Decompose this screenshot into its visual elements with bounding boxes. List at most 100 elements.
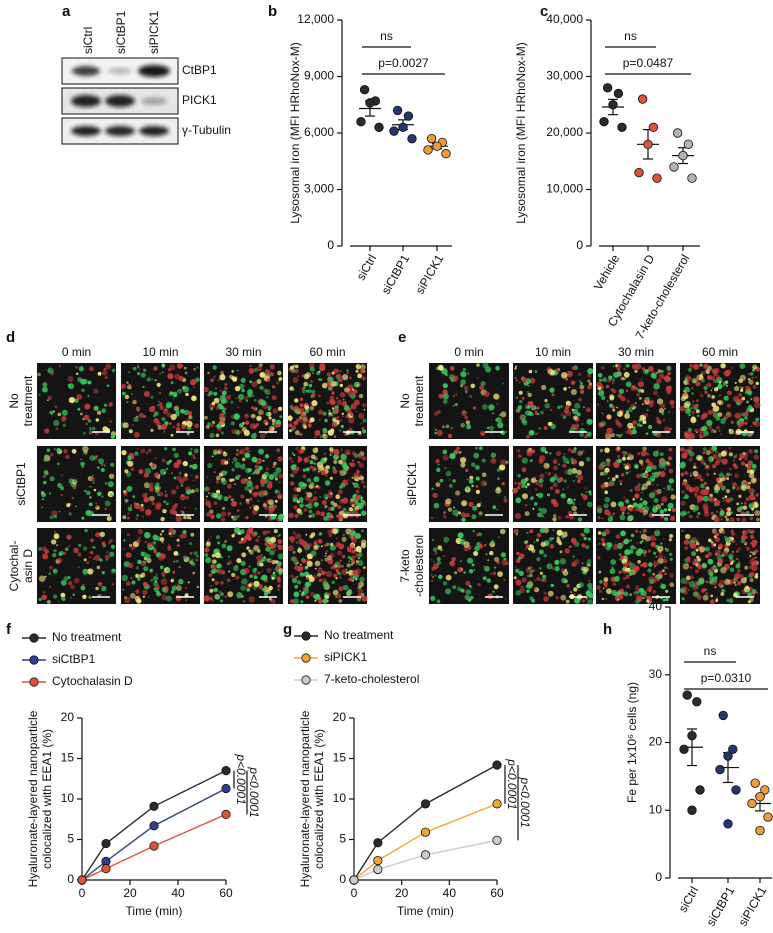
micrograph-speck bbox=[340, 419, 343, 422]
micrograph-speck bbox=[260, 400, 267, 406]
micrograph-speck bbox=[570, 537, 577, 544]
lane-label: siCtBP1 bbox=[114, 10, 128, 54]
micrograph-speck bbox=[587, 384, 592, 390]
micrograph-speck bbox=[181, 364, 184, 367]
micrograph-speck bbox=[83, 558, 87, 562]
micrograph-speck bbox=[73, 486, 76, 490]
micrograph-speck bbox=[341, 415, 344, 418]
micrograph-speck bbox=[292, 550, 296, 554]
micrograph-speck bbox=[631, 429, 637, 435]
micrograph-speck bbox=[718, 381, 722, 384]
micrograph-speck bbox=[437, 410, 441, 414]
micrograph-speck bbox=[71, 496, 74, 499]
micrograph-speck bbox=[278, 424, 281, 427]
micrograph-speck bbox=[526, 574, 530, 578]
micrograph-speck bbox=[738, 494, 742, 498]
micrograph-speck bbox=[253, 575, 258, 579]
micrograph-speck bbox=[439, 478, 444, 483]
x-tick-label: 60 bbox=[490, 886, 504, 900]
micrograph-speck bbox=[628, 407, 634, 412]
y-tick-label: 12,000 bbox=[297, 12, 334, 26]
micrograph-speck bbox=[299, 503, 304, 509]
micrograph-speck bbox=[274, 477, 279, 481]
micrograph-speck bbox=[134, 595, 141, 602]
micrograph-speck bbox=[311, 400, 318, 407]
micrograph-speck bbox=[292, 598, 299, 605]
micrograph-speck bbox=[89, 366, 94, 372]
micrograph-speck bbox=[610, 501, 617, 508]
micrograph-speck bbox=[725, 384, 729, 387]
micrograph-speck bbox=[347, 468, 350, 471]
micrograph-speck bbox=[74, 398, 79, 403]
y-tick-label: 30,000 bbox=[546, 69, 583, 83]
micrograph-speck bbox=[713, 429, 717, 433]
micrograph-speck bbox=[355, 562, 359, 566]
micrograph-speck bbox=[534, 476, 537, 479]
micrograph-speck bbox=[63, 448, 68, 454]
micrograph-speck bbox=[144, 540, 147, 544]
micrograph-speck bbox=[715, 510, 719, 513]
micrograph-speck bbox=[432, 539, 434, 541]
micrograph-speck bbox=[570, 591, 573, 593]
micrograph-speck bbox=[467, 557, 474, 564]
micrograph-speck bbox=[430, 573, 433, 576]
micrograph-speck bbox=[740, 534, 747, 541]
micrograph-speck bbox=[361, 456, 366, 461]
micrograph-speck bbox=[150, 395, 154, 399]
micrograph-speck bbox=[70, 596, 72, 599]
micrograph-speck bbox=[572, 555, 575, 558]
micrograph-speck bbox=[500, 459, 507, 466]
dot bbox=[672, 128, 683, 138]
dot bbox=[356, 116, 366, 127]
micrograph-speck bbox=[719, 586, 722, 589]
micrograph-speck bbox=[624, 465, 629, 470]
micrograph-speck bbox=[471, 484, 474, 488]
micrograph-speck bbox=[452, 395, 455, 398]
dot bbox=[608, 100, 618, 110]
micrograph-speck bbox=[295, 533, 302, 540]
micrograph-speck bbox=[584, 487, 587, 489]
micrograph-speck bbox=[568, 545, 572, 549]
micrograph-speck bbox=[46, 448, 51, 452]
micrograph-speck bbox=[473, 569, 476, 571]
micrograph-speck bbox=[77, 407, 81, 411]
micrograph-speck bbox=[726, 511, 732, 517]
micrograph-speck bbox=[80, 412, 83, 416]
micrograph-speck bbox=[96, 565, 101, 570]
micrograph-speck bbox=[272, 385, 276, 389]
micrograph-speck bbox=[159, 405, 164, 411]
micrograph-speck bbox=[691, 387, 694, 390]
micrograph-speck bbox=[625, 410, 630, 414]
micrograph-speck bbox=[217, 541, 221, 545]
micrograph-speck bbox=[81, 516, 85, 520]
micrograph-speck bbox=[165, 568, 171, 573]
micrograph-speck bbox=[182, 475, 189, 482]
micrograph-speck bbox=[251, 381, 258, 388]
micrograph-speck bbox=[241, 457, 246, 462]
micrograph-speck bbox=[611, 566, 614, 569]
micrograph-speck bbox=[250, 552, 254, 555]
micrograph-speck bbox=[213, 450, 218, 456]
micrograph-speck bbox=[293, 463, 297, 468]
micrograph-speck bbox=[687, 367, 693, 372]
micrograph-speck bbox=[472, 529, 476, 533]
micrograph-speck bbox=[436, 560, 441, 565]
micrograph-speck bbox=[223, 496, 229, 502]
micrograph-speck bbox=[547, 368, 554, 375]
micrograph-speck bbox=[718, 400, 724, 406]
micrograph-speck bbox=[320, 545, 323, 548]
micrograph-speck bbox=[740, 539, 746, 544]
series-point bbox=[149, 801, 159, 811]
micrograph-speck bbox=[707, 558, 714, 565]
micrograph-speck bbox=[258, 458, 263, 462]
micrograph-speck bbox=[526, 589, 530, 593]
micrograph-speck bbox=[704, 481, 707, 485]
micrograph-speck bbox=[579, 379, 582, 383]
micrograph-speck bbox=[57, 600, 60, 603]
micrograph-speck bbox=[534, 488, 538, 491]
micrograph-speck bbox=[718, 394, 722, 397]
micrograph-speck bbox=[294, 584, 299, 589]
band bbox=[139, 126, 169, 136]
micrograph-speck bbox=[89, 496, 92, 499]
micrograph-speck bbox=[152, 547, 156, 551]
